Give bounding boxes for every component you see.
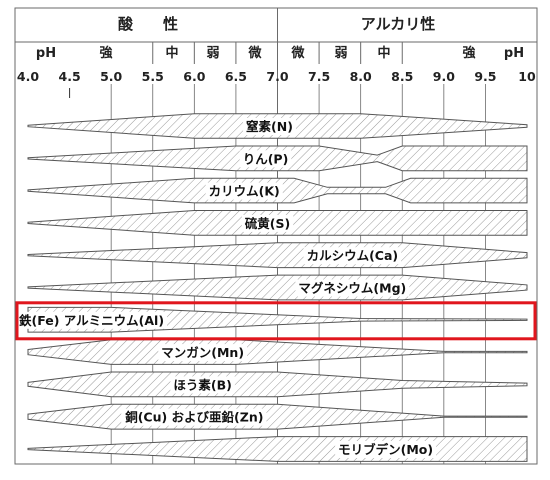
nutrient-label: 銅(Cu) および亜鉛(Zn) xyxy=(124,410,263,425)
ph-tick-label: 5.0 xyxy=(100,69,122,84)
chart-headers: 酸 性 アルカリ性 pH 強 中 弱 微 微 弱 中 強 pH xyxy=(36,15,524,61)
ph-tick-label: 9.0 xyxy=(433,69,455,84)
nutrient-label: りん(P) xyxy=(243,151,289,166)
nutrient-label-backing xyxy=(170,376,235,394)
ph-tick-label: 4.0 xyxy=(17,69,39,84)
nutrient-band xyxy=(27,242,528,269)
strong-alkaline-label: 強 xyxy=(462,45,475,61)
nutrient-band xyxy=(27,339,528,365)
nutrient-label: カリウム(K) xyxy=(209,184,280,199)
nutrient-label-backing xyxy=(158,344,248,362)
ph-tick-label: 5.5 xyxy=(142,69,164,84)
nutrient-label-backing xyxy=(243,118,296,135)
nutrient-label: 窒素(N) xyxy=(246,119,293,134)
acid-header: 酸 性 xyxy=(118,15,178,33)
nutrient-label-backing xyxy=(121,408,267,426)
nutrient-label-backing xyxy=(16,311,168,329)
nutrient-label-backing xyxy=(205,182,283,200)
nutrient-label-backing xyxy=(239,150,292,168)
slight-acid-label: 微 xyxy=(247,45,262,61)
ph-tick-label: 10 xyxy=(518,69,536,84)
ph-tick-label: 6.0 xyxy=(183,69,205,84)
strong-acid-label: 強 xyxy=(99,45,112,61)
weak-alkaline-label: 弱 xyxy=(334,45,347,61)
outer-border xyxy=(14,7,538,465)
nutrient-label: ほう素(B) xyxy=(173,377,231,392)
nutrient-band xyxy=(27,274,528,301)
nutrient-label: 鉄(Fe) アルミニウム(Al) xyxy=(19,313,164,328)
nutrient-label: マンガン(Mn) xyxy=(161,345,244,360)
nutrient-label-backing xyxy=(295,279,410,297)
ph-label-right: pH xyxy=(504,46,524,61)
nutrient-label-backing xyxy=(241,214,294,232)
alkaline-header: アルカリ性 xyxy=(361,15,435,33)
ph-tick-label: 7.5 xyxy=(308,69,330,84)
nutrient-bands: 窒素(N) りん(P) カリウム(K) 硫黄(S) カルシウム(Ca) マグネシウム(Mg… xyxy=(16,113,528,462)
nutrient-label: 硫黄(S) xyxy=(245,216,290,231)
nutrient-band xyxy=(27,436,528,462)
ph-tick-label: 6.5 xyxy=(225,69,247,84)
medium-alkaline-label: 中 xyxy=(377,45,390,61)
ph-tick-label: 8.0 xyxy=(350,69,372,84)
ph-tick-label: 7.0 xyxy=(266,69,288,84)
weak-acid-label: 弱 xyxy=(206,45,219,61)
ph-axis: 4.0 4.5 5.0 5.5 6.0 6.5 7.0 7.5 8.0 8.5 9.0 9.5 10 xyxy=(17,69,536,98)
nutrient-label-backing xyxy=(303,247,402,265)
nutrient-label-backing xyxy=(335,441,437,458)
highlight-box xyxy=(15,301,537,341)
ph-tick-label: 4.5 xyxy=(59,69,81,84)
nutrient-band xyxy=(27,403,528,430)
ph-tick-label: 9.5 xyxy=(474,69,496,84)
ph-label-left: pH xyxy=(36,46,56,61)
slight-alkaline-label: 微 xyxy=(290,45,305,61)
nutrient-label: マグネシウム(Mg) xyxy=(298,281,406,296)
nutrient-label: モリブデン(Mo) xyxy=(338,442,433,457)
nutrient-band xyxy=(27,371,528,398)
nutrient-label: カルシウム(Ca) xyxy=(307,248,399,263)
ph-tick-label: 8.5 xyxy=(391,69,413,84)
medium-acid-label: 中 xyxy=(165,45,178,61)
